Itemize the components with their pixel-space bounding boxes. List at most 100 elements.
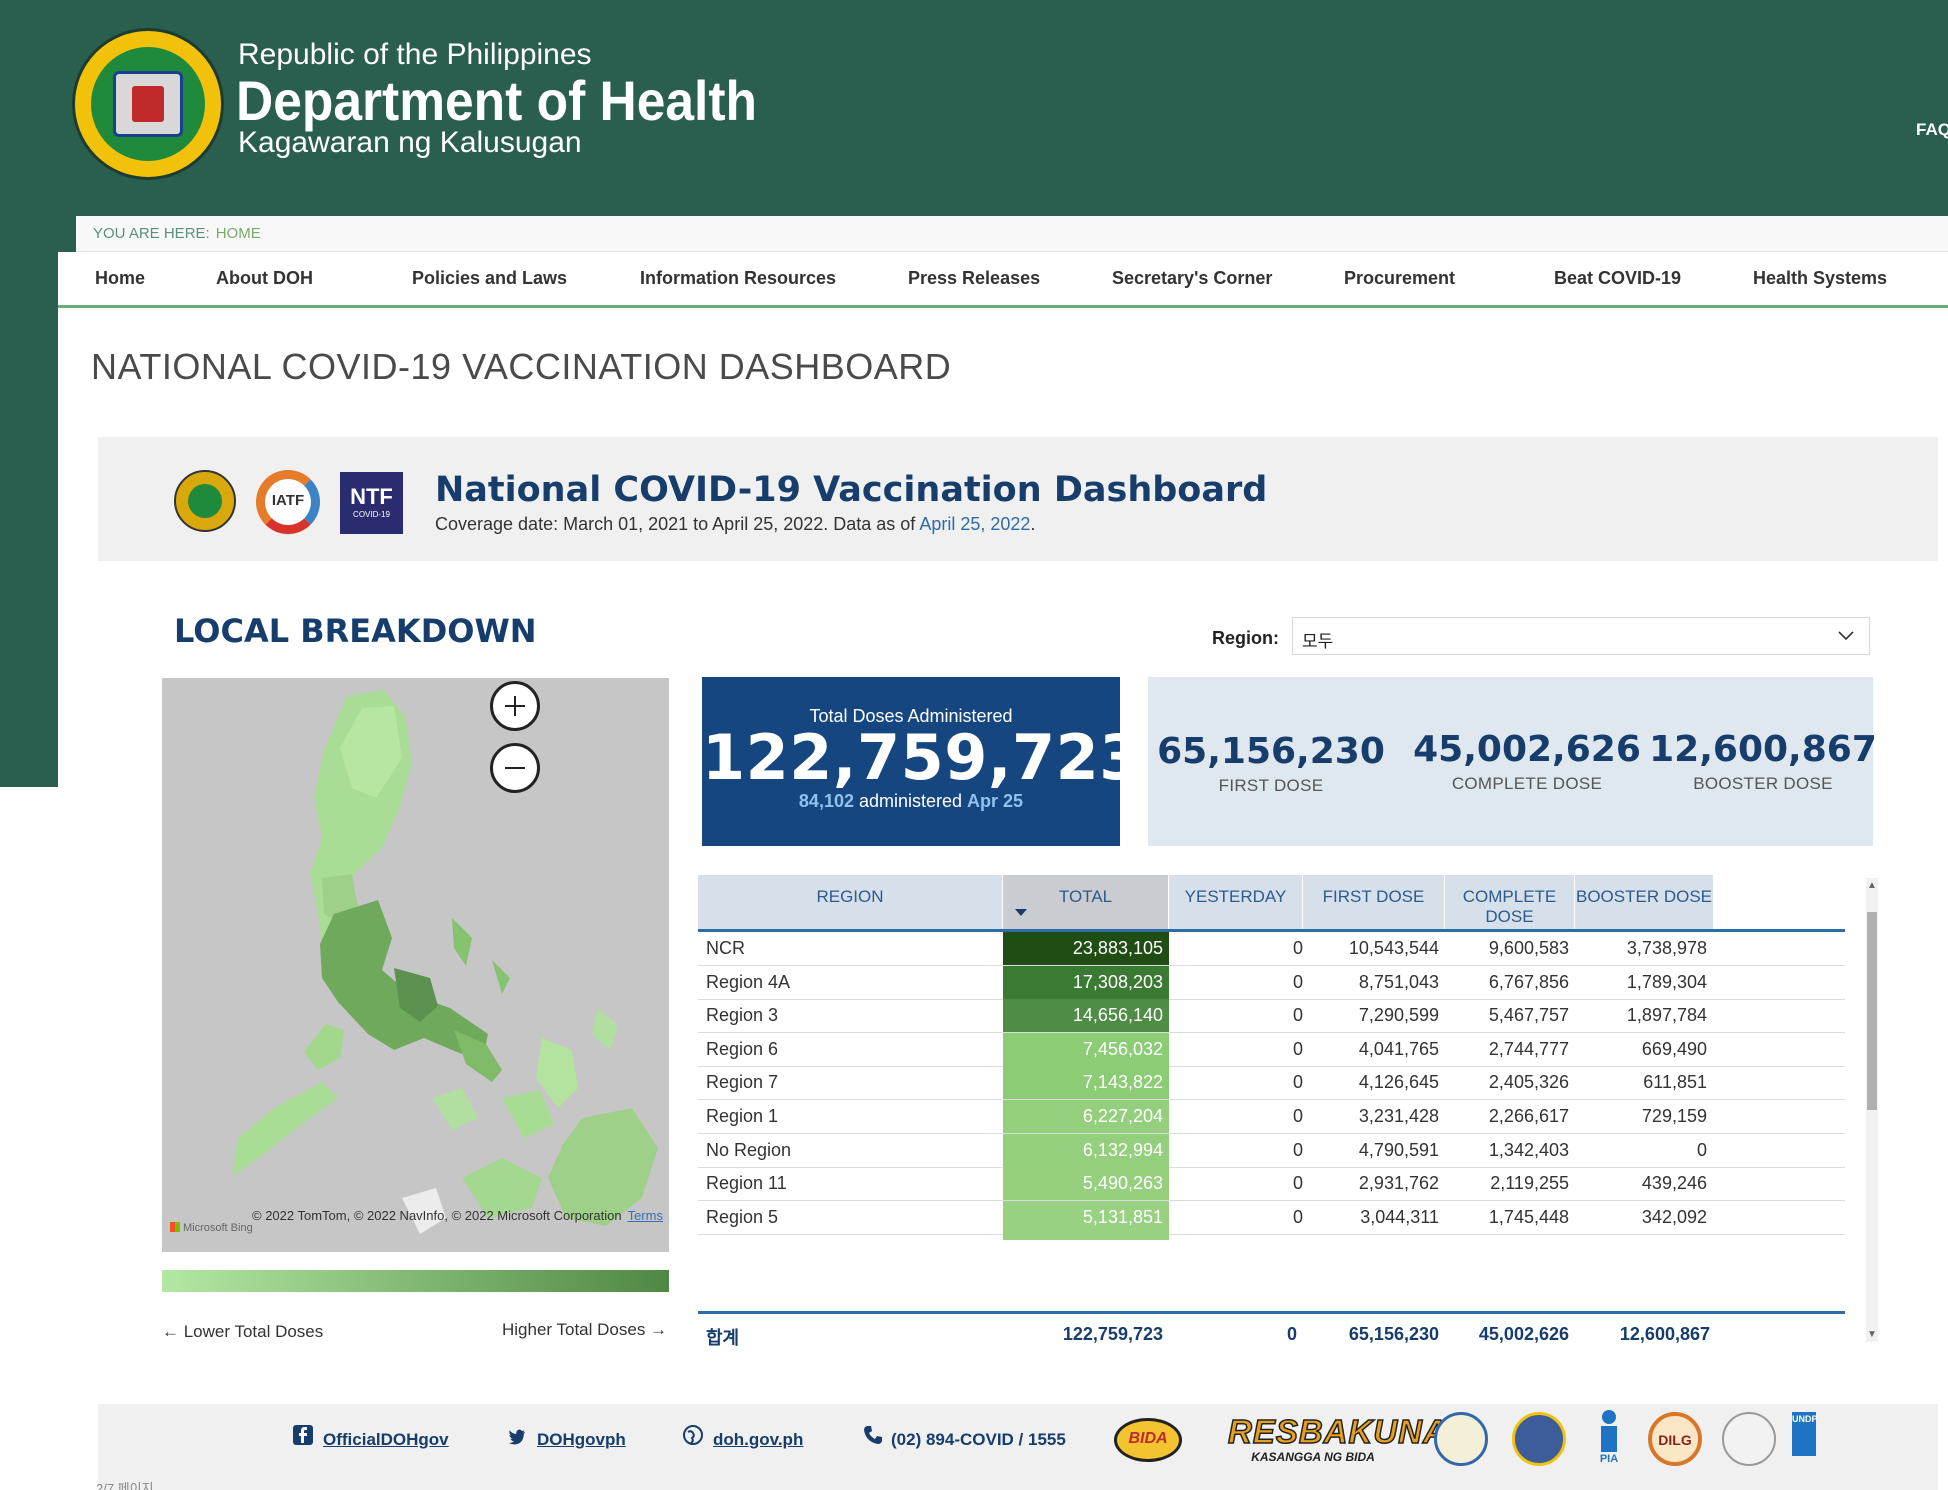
col-header-first-dose[interactable]: FIRST DOSE (1303, 875, 1445, 929)
cell-complete-dose: 9,600,583 (1488, 938, 1569, 958)
header-department[interactable]: Department of Health (236, 69, 757, 132)
administered-today-text: administered (853, 791, 968, 811)
breadcrumb-home-link[interactable]: HOME (215, 225, 261, 242)
choropleth-map[interactable]: © 2022 TomTom, © 2022 NavInfo, © 2022 Mi… (162, 678, 669, 1252)
scroll-up-icon[interactable]: ▲ (1867, 880, 1877, 891)
cell-first-dose: 8,751,043 (1358, 971, 1439, 992)
nav-policies-and-laws[interactable]: Policies and Laws (412, 268, 568, 288)
cell-complete-dose: 6,767,856 (1488, 971, 1569, 992)
gov-seal-logo (1722, 1412, 1776, 1466)
page-indicator: 2/7 페이지 (96, 1481, 154, 1490)
minus-icon (505, 767, 525, 769)
resbakuna-logo-sub: KASANGGA NG BIDA (1228, 1450, 1398, 1464)
breadcrumb-label: YOU ARE HERE: (93, 225, 210, 242)
cell-yesterday: 0 (1292, 1173, 1303, 1194)
table-row[interactable]: Region 5 5,131,851 0 3,044,311 1,745,448 342,… (698, 1200, 1845, 1235)
col-header-region[interactable]: REGION (698, 875, 1003, 929)
cell-total: 7,143,822 (1003, 1066, 1169, 1100)
agency-seal-logo (1434, 1412, 1488, 1466)
local-breakdown-heading: LOCAL BREAKDOWN (174, 612, 537, 650)
total-doses-label: Total Doses Administered (809, 706, 1013, 726)
administered-today-date: Apr 25 (967, 791, 1024, 811)
nav-secretarys-corner[interactable]: Secretary's Corner (1112, 268, 1273, 288)
zoom-out-button[interactable] (490, 743, 540, 793)
table-row[interactable]: Region 11 5,490,263 0 2,931,762 2,119,255 439… (698, 1167, 1845, 1202)
cell-first-dose: 2,931,762 (1358, 1173, 1439, 1194)
nav-information-resources[interactable]: Information Resources (640, 268, 837, 288)
globe-icon (683, 1425, 703, 1445)
bida-logo: BIDA (1114, 1418, 1182, 1462)
nav-about-doh[interactable]: About DOH (216, 268, 313, 288)
totals-label: 합계 (706, 1328, 740, 1348)
cell-booster-dose: 611,851 (1643, 1072, 1707, 1093)
cell-booster-dose: 1,897,784 (1626, 1005, 1707, 1026)
totals-booster-dose: 12,600,867 (1619, 1324, 1710, 1344)
coverage-prefix: Coverage date: March 01, 2021 to April 2… (435, 514, 920, 534)
nav-beat-covid[interactable]: Beat COVID-19 (1554, 268, 1682, 288)
undp-logo: UNDP (1792, 1412, 1818, 1456)
page-title: NATIONAL COVID-19 VACCINATION DASHBOARD (91, 346, 952, 387)
complete-dose-kpi: 45,002,626 COMPLETE DOSE (1412, 729, 1642, 794)
doh-seal-logo[interactable] (72, 28, 224, 180)
zoom-in-button[interactable] (490, 681, 540, 731)
cell-yesterday: 0 (1292, 1206, 1303, 1227)
nav-press-releases[interactable]: Press Releases (908, 268, 1041, 288)
cell-total: 5,131,851 (1003, 1200, 1169, 1234)
cell-booster-dose: 0 (1696, 1139, 1707, 1160)
cell-region: Region 11 (706, 1173, 787, 1194)
col-header-booster-dose[interactable]: BOOSTER DOSE (1575, 875, 1713, 929)
col-header-total[interactable]: TOTAL (1003, 875, 1169, 929)
plus-icon (505, 696, 525, 716)
scroll-down-icon[interactable]: ▼ (1867, 1329, 1877, 1340)
dilg-logo: DILG (1648, 1412, 1702, 1466)
lower-doses-label: ← Lower Total Doses (162, 1322, 324, 1341)
nav-home[interactable]: Home (95, 268, 146, 288)
cell-first-dose: 4,126,645 (1358, 1072, 1439, 1093)
col-header-yesterday[interactable]: YESTERDAY (1169, 875, 1303, 929)
region-dropdown[interactable]: 모두 (1292, 617, 1870, 655)
website-link[interactable]: doh.gov.ph (713, 1430, 803, 1450)
pia-logo-text: PIA (1599, 1453, 1619, 1465)
col-header-complete-dose[interactable]: COMPLETE DOSE (1445, 875, 1575, 929)
first-dose-kpi: 65,156,230 FIRST DOSE (1156, 731, 1386, 796)
ntf-logo: NTF COVID-19 (340, 472, 403, 534)
main-nav: Home About DOH Policies and Laws Informa… (58, 252, 1948, 308)
map-attribution: © 2022 TomTom, © 2022 NavInfo, © 2022 Mi… (252, 1208, 669, 1224)
cell-complete-dose: 2,405,326 (1488, 1072, 1569, 1093)
cell-complete-dose: 2,266,617 (1488, 1106, 1569, 1126)
website-link-text: doh.gov.ph (713, 1430, 804, 1449)
table-row[interactable]: Region 1 6,227,204 0 3,231,428 2,266,617 729,… (698, 1100, 1845, 1134)
twitter-icon (508, 1429, 526, 1445)
cell-complete-dose: 2,119,255 (1490, 1173, 1569, 1194)
microsoft-icon (170, 1222, 180, 1232)
table-row[interactable]: Region 3 14,656,140 0 7,290,599 5,467,757 1,8… (698, 999, 1845, 1034)
nav-health-systems[interactable]: Health Systems (1753, 268, 1888, 288)
table-row[interactable]: Region 6 7,456,032 0 4,041,765 2,744,777 669,… (698, 1032, 1845, 1067)
table-row[interactable]: Region 4A 17,308,203 0 8,751,043 6,767,856 1,… (698, 965, 1845, 1000)
cell-region: Region 5 (706, 1206, 779, 1227)
faq-link[interactable]: FAQ (1916, 120, 1948, 139)
complete-dose-label: COMPLETE DOSE (1451, 774, 1603, 793)
totals-complete-dose: 45,002,626 (1478, 1324, 1569, 1344)
table-row[interactable]: Region 7 7,143,822 0 4,126,645 2,405,326 611,… (698, 1066, 1845, 1101)
resbakuna-logo-text: RESBAKUNA (1227, 1413, 1448, 1451)
map-terms-link[interactable]: Terms (627, 1208, 663, 1223)
table-row[interactable]: NCR 23,883,105 0 10,543,544 9,600,583 3,738,9… (698, 932, 1845, 966)
twitter-link[interactable]: DOHgovph (537, 1430, 626, 1450)
cell-booster-dose: 439,246 (1641, 1173, 1707, 1194)
pia-logo: PIA (1594, 1410, 1624, 1466)
complete-dose-value: 45,002,626 (1413, 729, 1641, 770)
sort-descending-icon (1015, 909, 1027, 916)
coverage-text: Coverage date: March 01, 2021 to April 2… (435, 514, 1035, 535)
cell-yesterday: 0 (1292, 1005, 1303, 1026)
cell-total: 14,656,140 (1003, 999, 1169, 1033)
scrollbar-thumb[interactable] (1867, 912, 1877, 1110)
ntf-logo-sub: COVID-19 (353, 510, 390, 519)
facebook-link[interactable]: OfficialDOHgov (323, 1430, 449, 1450)
pcoo-seal-logo (1512, 1412, 1566, 1466)
table-scrollbar[interactable]: ▲ ▼ (1866, 878, 1878, 1342)
nav-procurement[interactable]: Procurement (1344, 268, 1456, 288)
cell-total: 17,308,203 (1003, 965, 1169, 999)
table-row[interactable]: No Region 6,132,994 0 4,790,591 1,342,403 0 (698, 1133, 1845, 1168)
